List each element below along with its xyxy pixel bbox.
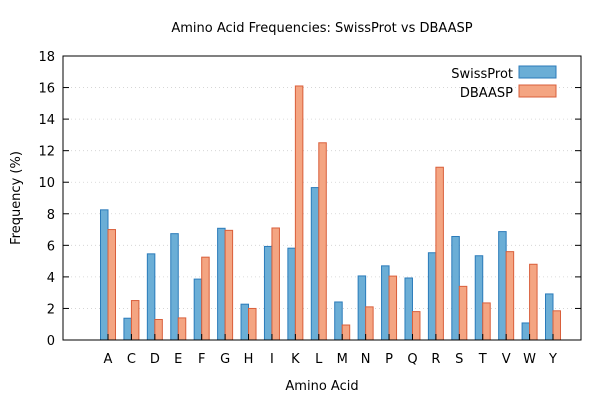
x-tick-label: Q xyxy=(407,352,417,367)
bar-dbaasp-D xyxy=(154,318,163,341)
y-tick-label: 14 xyxy=(38,113,55,128)
x-tick-label: F xyxy=(198,352,205,367)
x-tick-label: A xyxy=(104,352,113,367)
bar-dbaasp-Y xyxy=(552,310,561,341)
y-tick-label: 12 xyxy=(38,145,55,160)
bar-dbaasp-V xyxy=(505,251,515,341)
bar-swissprot-I xyxy=(263,245,273,341)
y-tick-label: 2 xyxy=(47,302,55,317)
bar-swissprot-N xyxy=(357,275,367,341)
bar-dbaasp-C xyxy=(130,300,140,341)
y-tick-label: 18 xyxy=(38,50,55,65)
x-tick-label: H xyxy=(244,352,254,367)
bar-dbaasp-T xyxy=(482,302,491,341)
y-tick-label: 0 xyxy=(47,334,55,349)
bar-dbaasp-I xyxy=(271,227,280,341)
bar-dbaasp-P xyxy=(388,275,398,341)
x-tick-label: S xyxy=(455,352,463,367)
bar-swissprot-D xyxy=(146,253,156,341)
bar-dbaasp-R xyxy=(435,166,444,341)
axis-ticks: 0 2 4 6 8 10 12 14 16 18 A C D E F G H I K L M N P Q R S T V W Y xyxy=(38,50,581,367)
bar-dbaasp-L xyxy=(318,142,327,341)
bar-swissprot-P xyxy=(381,265,390,341)
x-tick-label: E xyxy=(174,352,182,367)
bars xyxy=(100,85,561,341)
x-tick-label: L xyxy=(315,352,323,367)
bar-dbaasp-A xyxy=(107,229,116,341)
bar-dbaasp-N xyxy=(365,306,374,341)
bar-swissprot-F xyxy=(193,278,203,341)
bar-dbaasp-H xyxy=(248,307,257,341)
x-tick-label: Y xyxy=(548,352,557,367)
bar-swissprot-Q xyxy=(404,277,413,341)
x-tick-label: K xyxy=(291,352,300,367)
legend-swatch-dbaasp xyxy=(518,84,557,98)
bar-swissprot-W xyxy=(521,322,531,341)
bar-swissprot-G xyxy=(217,227,226,341)
bar-swissprot-C xyxy=(123,317,132,341)
x-tick-label: M xyxy=(337,352,348,367)
bar-swissprot-A xyxy=(100,209,109,341)
x-tick-label: R xyxy=(431,352,440,367)
bar-dbaasp-M xyxy=(341,324,351,341)
bar-swissprot-H xyxy=(240,303,250,341)
bar-swissprot-Y xyxy=(545,293,554,341)
x-tick-label: N xyxy=(361,352,371,367)
y-tick-label: 8 xyxy=(47,208,55,223)
x-tick-label: W xyxy=(523,352,536,367)
bar-swissprot-S xyxy=(451,235,460,341)
bar-swissprot-K xyxy=(287,247,296,341)
bar-dbaasp-F xyxy=(201,256,210,341)
legend-label-dbaasp: DBAASP xyxy=(460,86,513,101)
y-tick-label: 16 xyxy=(38,82,55,97)
legend-swatch-swissprot xyxy=(518,65,557,79)
bar-swissprot-V xyxy=(498,231,507,341)
x-tick-label: C xyxy=(127,352,136,367)
bar-dbaasp-E xyxy=(177,317,187,341)
y-tick-label: 6 xyxy=(47,239,55,254)
x-axis-label: Amino Acid xyxy=(285,379,358,394)
x-tick-label: P xyxy=(385,352,393,367)
x-tick-label: G xyxy=(220,352,230,367)
chart-title: Amino Acid Frequencies: SwissProt vs DBA… xyxy=(171,21,472,36)
bar-dbaasp-K xyxy=(294,85,304,341)
bar-swissprot-R xyxy=(427,252,437,341)
bar-dbaasp-Q xyxy=(411,311,421,341)
bar-swissprot-E xyxy=(170,233,179,341)
x-tick-label: V xyxy=(502,352,511,367)
bar-swissprot-M xyxy=(334,301,343,341)
plot-frame xyxy=(62,55,582,341)
legend: SwissProt DBAASP xyxy=(451,65,557,101)
y-axis-label: Frequency (%) xyxy=(9,151,24,245)
x-tick-label: I xyxy=(270,352,274,367)
bar-swissprot-T xyxy=(474,255,484,341)
bar-dbaasp-W xyxy=(529,263,538,341)
bar-dbaasp-G xyxy=(224,229,234,341)
x-tick-label: T xyxy=(478,352,487,367)
y-tick-label: 10 xyxy=(38,176,55,191)
bar-dbaasp-S xyxy=(458,285,468,341)
y-tick-label: 4 xyxy=(47,271,55,286)
legend-label-swissprot: SwissProt xyxy=(451,67,513,82)
bar-swissprot-L xyxy=(310,187,320,341)
x-tick-label: D xyxy=(150,352,160,367)
